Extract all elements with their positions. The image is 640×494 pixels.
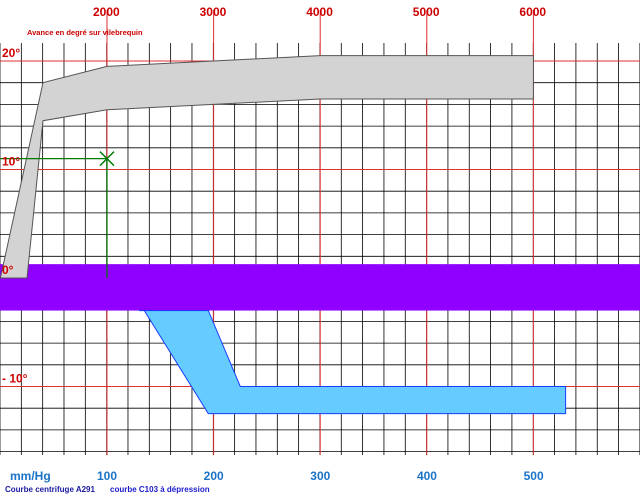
x-bottom-tick-label: 100 [97, 469, 117, 483]
x-bottom-tick-label: 200 [204, 469, 224, 483]
depression-band [0, 264, 640, 311]
x-bottom-tick-label: 500 [524, 469, 544, 483]
y-tick-label: - 10° [2, 372, 28, 386]
legend-depression: courbe C103 à dépression [110, 485, 210, 494]
y-tick-label: 0° [2, 263, 14, 277]
depression-curve-area [139, 310, 567, 415]
x-top-tick-label: 6000 [519, 5, 546, 19]
x-top-tick-label: 4000 [306, 5, 333, 19]
x-bottom-unit-label: mm/Hg [10, 469, 51, 483]
y-tick-label: 10° [2, 155, 20, 169]
x-top-tick-label: 5000 [413, 5, 440, 19]
x-top-tick-label: 2000 [93, 5, 120, 19]
centrifuge-curve-area [0, 55, 534, 279]
axis-labels: 2000 3000 4000 5000 6000 100 200 300 400 500 20° 10… [2, 5, 546, 483]
legend-centrifuge: Courbe centrifuge A291 [5, 485, 95, 494]
chart-title: Avance en degré sur vilebrequin [27, 28, 143, 37]
series-shapes [0, 55, 640, 415]
x-bottom-tick-label: 300 [310, 469, 330, 483]
y-tick-label: 20° [2, 46, 20, 60]
x-top-tick-label: 3000 [200, 5, 227, 19]
x-bottom-tick-label: 400 [417, 469, 437, 483]
annotation-marker [99, 151, 115, 167]
